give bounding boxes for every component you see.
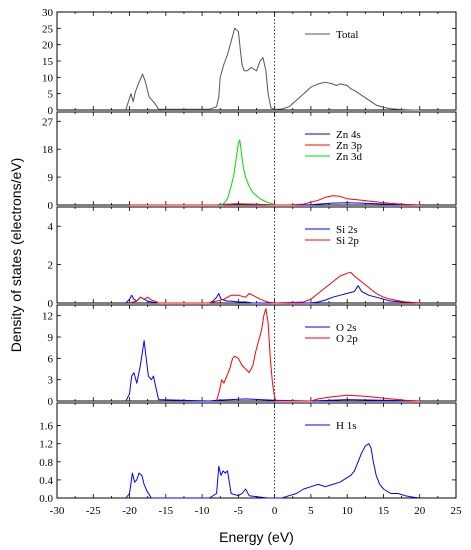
y-tick-label: 0.0 — [39, 493, 53, 505]
y-tick-label: 9 — [48, 332, 54, 344]
legend-label: Total — [336, 29, 358, 41]
y-tick-label: 0.4 — [39, 475, 53, 487]
x-tick-label: -25 — [86, 505, 101, 517]
panel-4: 0 3 6 9 12 O 2sO 2p — [42, 304, 457, 408]
y-tick-label: 3 — [48, 375, 54, 387]
x-tick-label: -10 — [195, 505, 210, 517]
legend-label: Zn 3p — [336, 140, 362, 152]
legend-label: H 1s — [336, 420, 356, 432]
y-tick-label: 1.6 — [39, 421, 53, 433]
y-tick-label: 5 — [48, 89, 54, 101]
y-tick-label: 0 — [48, 105, 54, 117]
legend-label: Zn 3d — [336, 151, 362, 163]
x-axis-title: Energy (eV) — [219, 529, 294, 545]
legend-label: Si 2s — [336, 224, 358, 236]
y-axis-title: Density of states (electrons/eV) — [8, 158, 24, 353]
panel-frame — [56, 402, 457, 499]
panel-frame — [56, 304, 457, 402]
x-tick-label: -20 — [122, 505, 137, 517]
y-tick-label: 9 — [48, 172, 54, 184]
legend-label: Zn 4s — [336, 129, 361, 141]
y-tick-label: 12 — [42, 311, 53, 323]
x-axis: -30 -25 -20 -15 -10 -5 0 5 10 15 20 25 — [50, 505, 462, 517]
panel-frame — [56, 206, 457, 304]
x-tick-label: 10 — [342, 505, 354, 517]
y-tick-label: 10 — [42, 72, 54, 84]
series-line-o-2p — [216, 308, 420, 402]
y-tick-label: 2 — [48, 260, 54, 272]
legend-label: O 2p — [336, 333, 358, 345]
x-tick-label: 0 — [272, 505, 278, 517]
y-tick-label: 0 — [48, 200, 54, 212]
series-line-si-2s — [125, 285, 420, 304]
y-tick-label: 0.8 — [39, 457, 53, 469]
y-tick-label: 15 — [42, 56, 54, 68]
legend-label: O 2s — [336, 322, 356, 334]
series-line-h-1s — [125, 443, 420, 499]
y-tick-label: 25 — [42, 23, 54, 35]
legend-label: Si 2p — [336, 235, 359, 247]
y-tick-label: 1.2 — [39, 439, 53, 451]
panel-frame — [56, 111, 457, 206]
x-tick-label: -5 — [234, 505, 244, 517]
panel-1: 0 5 10 15 20 25 30 Total — [42, 7, 457, 117]
y-tick-label: 30 — [42, 7, 54, 19]
series-line-zn-3d — [220, 139, 275, 206]
x-tick-label: 15 — [378, 505, 390, 517]
x-tick-label: 5 — [308, 505, 314, 517]
series-line-si-2p — [129, 271, 420, 304]
y-tick-label: 20 — [42, 40, 54, 52]
x-tick-label: 20 — [414, 505, 426, 517]
panel-frame — [56, 11, 457, 111]
x-tick-label: -15 — [158, 505, 173, 517]
panel-5: 0.0 0.4 0.8 1.2 1.6 H 1s — [39, 402, 457, 505]
y-tick-label: 0 — [48, 396, 54, 408]
x-tick-label: 25 — [451, 505, 463, 517]
y-tick-label: 27 — [42, 116, 54, 128]
y-tick-label: 0 — [48, 298, 54, 310]
y-tick-label: 18 — [42, 144, 54, 156]
x-tick-label: -30 — [50, 505, 65, 517]
y-tick-label: 6 — [48, 353, 54, 365]
series-line-o-2s — [125, 340, 420, 402]
y-tick-label: 4 — [48, 221, 54, 233]
series-line-zn-3p — [129, 195, 420, 206]
series-line-total — [125, 27, 420, 111]
